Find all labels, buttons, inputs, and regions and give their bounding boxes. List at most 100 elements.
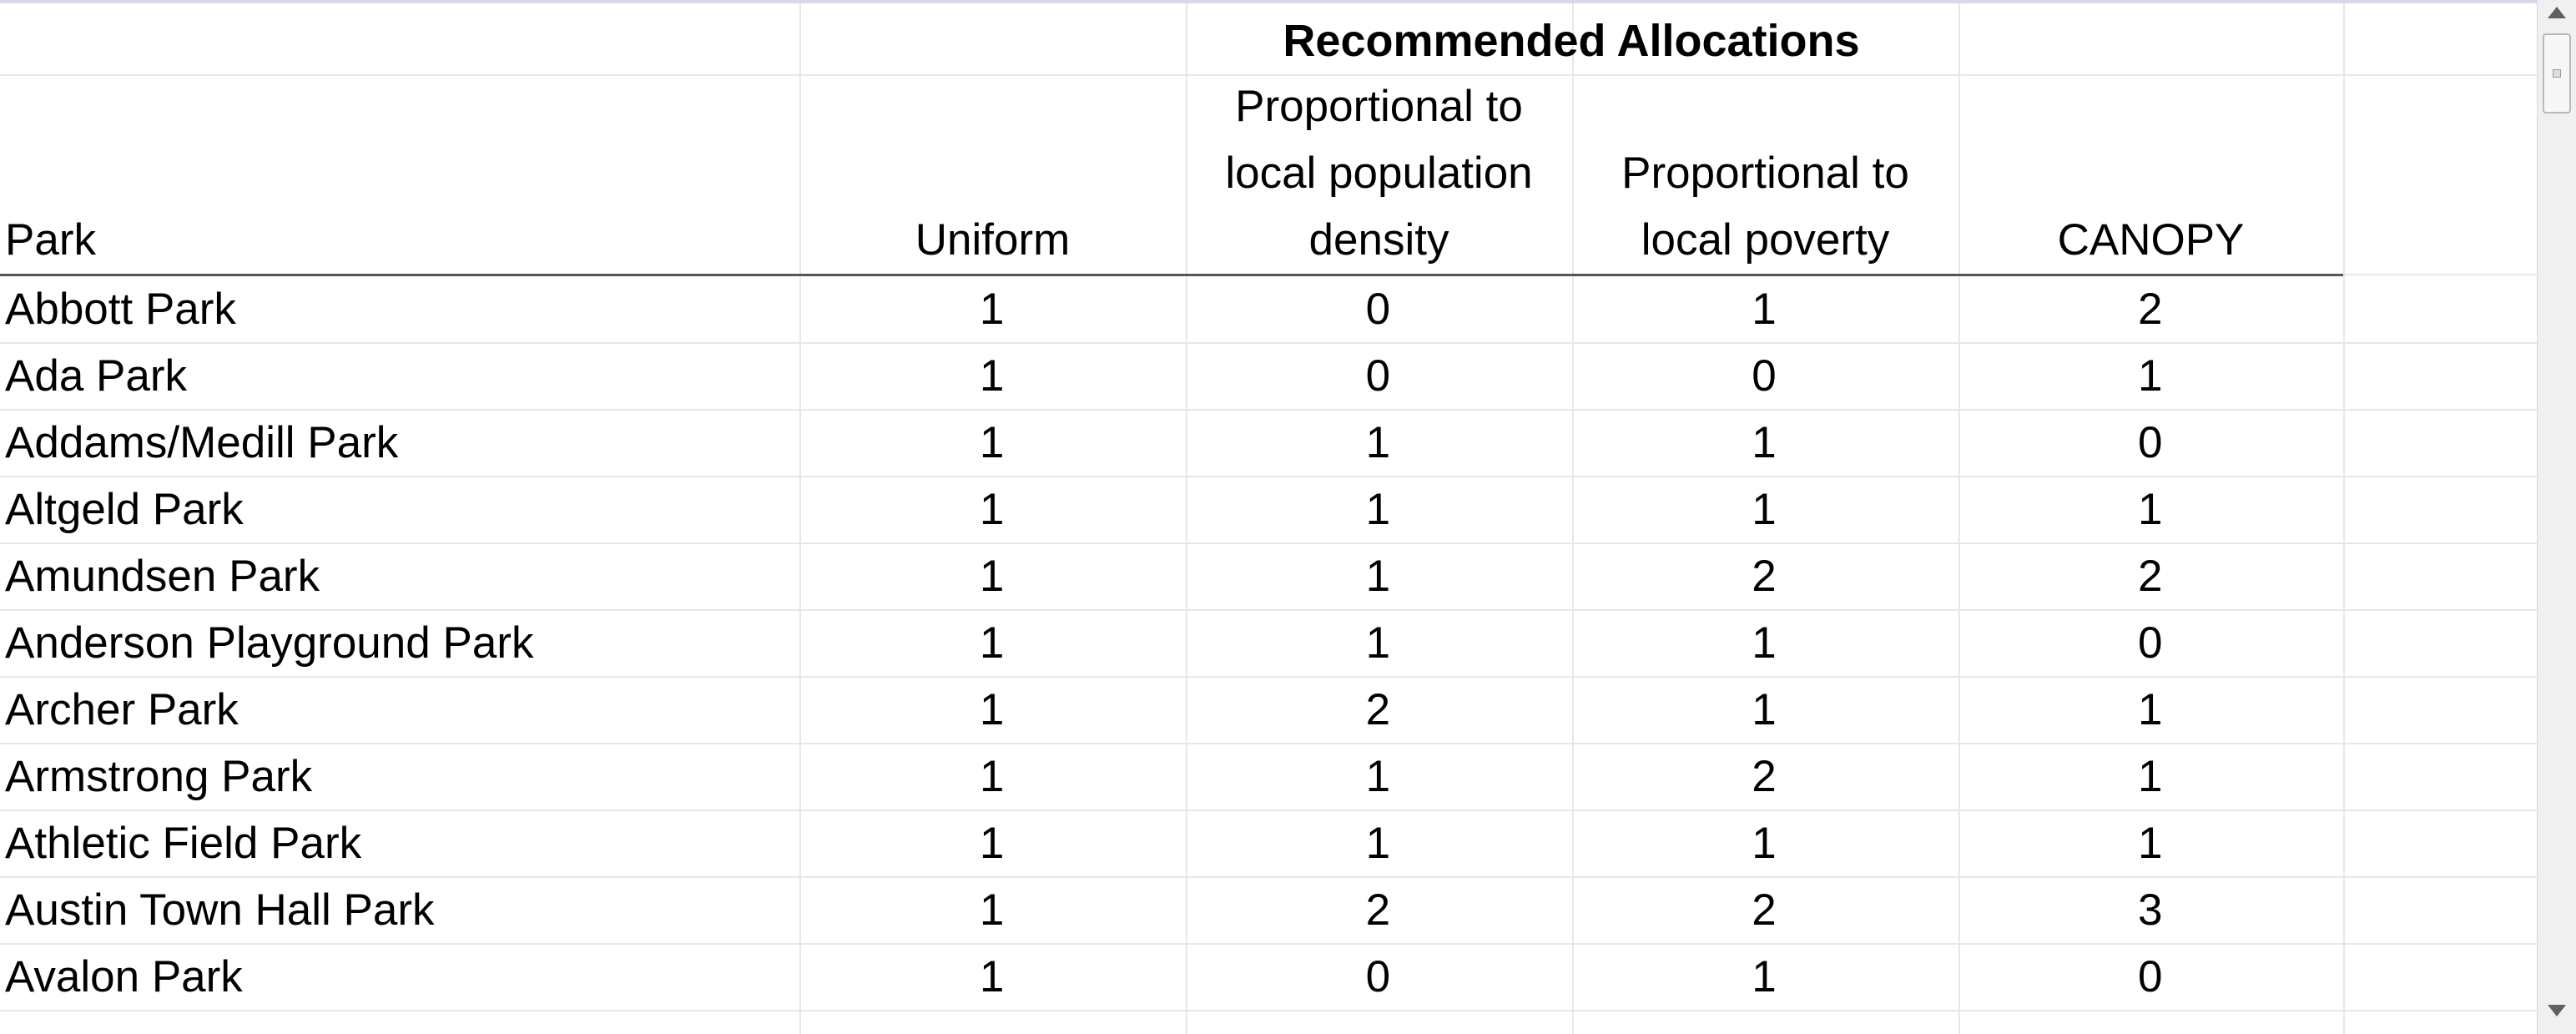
column-header-park[interactable]: Park bbox=[5, 215, 96, 265]
cell-poverty[interactable]: 1 bbox=[1752, 484, 1777, 534]
cell-uniform[interactable]: 1 bbox=[979, 684, 1005, 734]
table-row: Athletic Field Park 1 1 1 1 bbox=[0, 810, 2343, 876]
cell-canopy[interactable]: 3 bbox=[2137, 885, 2163, 935]
cell-canopy[interactable]: 1 bbox=[2137, 818, 2163, 868]
row-gridline bbox=[2343, 476, 2537, 477]
cell-density[interactable]: 0 bbox=[1365, 951, 1391, 1001]
cell-park[interactable]: Amundsen Park bbox=[5, 551, 320, 601]
column-gridline bbox=[1572, 3, 1574, 1034]
scroll-down-icon[interactable] bbox=[2546, 1001, 2568, 1020]
cell-uniform[interactable]: 1 bbox=[979, 351, 1005, 401]
column-header-uniform[interactable]: Uniform bbox=[915, 215, 1071, 265]
row-gridline bbox=[0, 676, 2343, 678]
row-gridline bbox=[0, 810, 2343, 811]
sheet-top-border bbox=[0, 0, 2537, 3]
cell-uniform[interactable]: 1 bbox=[979, 951, 1005, 1001]
cell-poverty[interactable]: 2 bbox=[1752, 885, 1777, 935]
cell-poverty[interactable]: 1 bbox=[1752, 684, 1777, 734]
cell-park[interactable]: Addams/Medill Park bbox=[5, 417, 399, 467]
header-bottom-border bbox=[0, 274, 2343, 276]
row-gridline bbox=[2343, 342, 2537, 344]
row-gridline bbox=[2343, 876, 2537, 878]
table-row: Addams/Medill Park 1 1 1 0 bbox=[0, 409, 2343, 476]
cell-park[interactable]: Altgeld Park bbox=[5, 484, 244, 534]
column-gridline bbox=[1958, 3, 1960, 1034]
table-row: Anderson Playground Park 1 1 1 0 bbox=[0, 609, 2343, 676]
cell-uniform[interactable]: 1 bbox=[979, 551, 1005, 601]
table-row: Avalon Park 1 0 1 0 bbox=[0, 943, 2343, 1010]
cell-poverty[interactable]: 1 bbox=[1752, 618, 1777, 668]
cell-density[interactable]: 0 bbox=[1365, 351, 1391, 401]
cell-canopy[interactable]: 1 bbox=[2137, 751, 2163, 801]
cell-poverty[interactable]: 1 bbox=[1752, 951, 1777, 1001]
cell-density[interactable]: 1 bbox=[1365, 618, 1391, 668]
cell-canopy[interactable]: 2 bbox=[2137, 284, 2163, 334]
cell-canopy[interactable]: 0 bbox=[2137, 417, 2163, 467]
cell-canopy[interactable]: 1 bbox=[2137, 484, 2163, 534]
cell-park[interactable]: Armstrong Park bbox=[5, 751, 313, 801]
cell-uniform[interactable]: 1 bbox=[979, 751, 1005, 801]
column-gridline bbox=[2343, 3, 2345, 1034]
row-gridline bbox=[0, 943, 2343, 945]
scroll-up-icon[interactable] bbox=[2546, 3, 2568, 22]
row-gridline bbox=[2343, 609, 2537, 611]
cell-uniform[interactable]: 1 bbox=[979, 618, 1005, 668]
cell-poverty[interactable]: 1 bbox=[1752, 284, 1777, 334]
table-row: Ada Park 1 0 0 1 bbox=[0, 342, 2343, 409]
row-gridline bbox=[0, 609, 2343, 611]
cell-density[interactable]: 1 bbox=[1365, 551, 1391, 601]
vertical-scrollbar[interactable] bbox=[2537, 0, 2576, 1034]
scrollbar-thumb[interactable] bbox=[2543, 33, 2571, 113]
row-gridline bbox=[2343, 409, 2537, 411]
cell-density[interactable]: 0 bbox=[1365, 284, 1391, 334]
row-gridline bbox=[2343, 943, 2537, 945]
column-header-canopy[interactable]: CANOPY bbox=[2057, 215, 2245, 265]
cell-park[interactable]: Anderson Playground Park bbox=[5, 618, 534, 668]
cell-density[interactable]: 2 bbox=[1365, 885, 1391, 935]
cell-poverty[interactable]: 2 bbox=[1752, 551, 1777, 601]
cell-canopy[interactable]: 0 bbox=[2137, 951, 2163, 1001]
table-row: Austin Town Hall Park 1 2 2 3 bbox=[0, 876, 2343, 943]
cell-uniform[interactable]: 1 bbox=[979, 818, 1005, 868]
cell-density[interactable]: 1 bbox=[1365, 484, 1391, 534]
row-gridline bbox=[0, 342, 2343, 344]
row-gridline bbox=[0, 542, 2343, 544]
cell-park[interactable]: Ada Park bbox=[5, 351, 188, 401]
cell-canopy[interactable]: 1 bbox=[2137, 351, 2163, 401]
cell-canopy[interactable]: 2 bbox=[2137, 551, 2163, 601]
row-gridline bbox=[2343, 1010, 2537, 1011]
group-header-title[interactable]: Recommended Allocations bbox=[1283, 16, 1860, 66]
cell-park[interactable]: Archer Park bbox=[5, 684, 239, 734]
table-row: Abbott Park 1 0 1 2 bbox=[0, 275, 2343, 342]
cell-uniform[interactable]: 1 bbox=[979, 284, 1005, 334]
cell-poverty[interactable]: 1 bbox=[1752, 818, 1777, 868]
cell-density[interactable]: 1 bbox=[1365, 417, 1391, 467]
column-gridline bbox=[799, 3, 801, 1034]
column-header-density[interactable]: Proportional to local population density bbox=[1225, 82, 1533, 265]
cell-density[interactable]: 1 bbox=[1365, 818, 1391, 868]
cell-uniform[interactable]: 1 bbox=[979, 417, 1005, 467]
row-gridline bbox=[2343, 676, 2537, 678]
cell-poverty[interactable]: 0 bbox=[1752, 351, 1777, 401]
row-gridline bbox=[2343, 743, 2537, 744]
row-gridline bbox=[2343, 810, 2537, 811]
cell-park[interactable]: Avalon Park bbox=[5, 951, 243, 1001]
cell-canopy[interactable]: 0 bbox=[2137, 618, 2163, 668]
cell-uniform[interactable]: 1 bbox=[979, 885, 1005, 935]
row-gridline bbox=[2343, 542, 2537, 544]
cell-park[interactable]: Austin Town Hall Park bbox=[5, 885, 435, 935]
table-row: Archer Park 1 2 1 1 bbox=[0, 676, 2343, 743]
cell-poverty[interactable]: 1 bbox=[1752, 417, 1777, 467]
cell-park[interactable]: Athletic Field Park bbox=[5, 818, 362, 868]
grip-icon bbox=[2553, 69, 2561, 78]
cell-park[interactable]: Abbott Park bbox=[5, 284, 236, 334]
cell-canopy[interactable]: 1 bbox=[2137, 684, 2163, 734]
cell-density[interactable]: 1 bbox=[1365, 751, 1391, 801]
cell-uniform[interactable]: 1 bbox=[979, 484, 1005, 534]
cell-density[interactable]: 2 bbox=[1365, 684, 1391, 734]
table-row: Amundsen Park 1 1 2 2 bbox=[0, 542, 2343, 609]
cell-poverty[interactable]: 2 bbox=[1752, 751, 1777, 801]
column-header-poverty[interactable]: Proportional to local poverty bbox=[1621, 149, 1909, 265]
table-body: Abbott Park 1 0 1 2 Ada Park 1 0 0 1 Addams/Medill… bbox=[0, 275, 2343, 1010]
